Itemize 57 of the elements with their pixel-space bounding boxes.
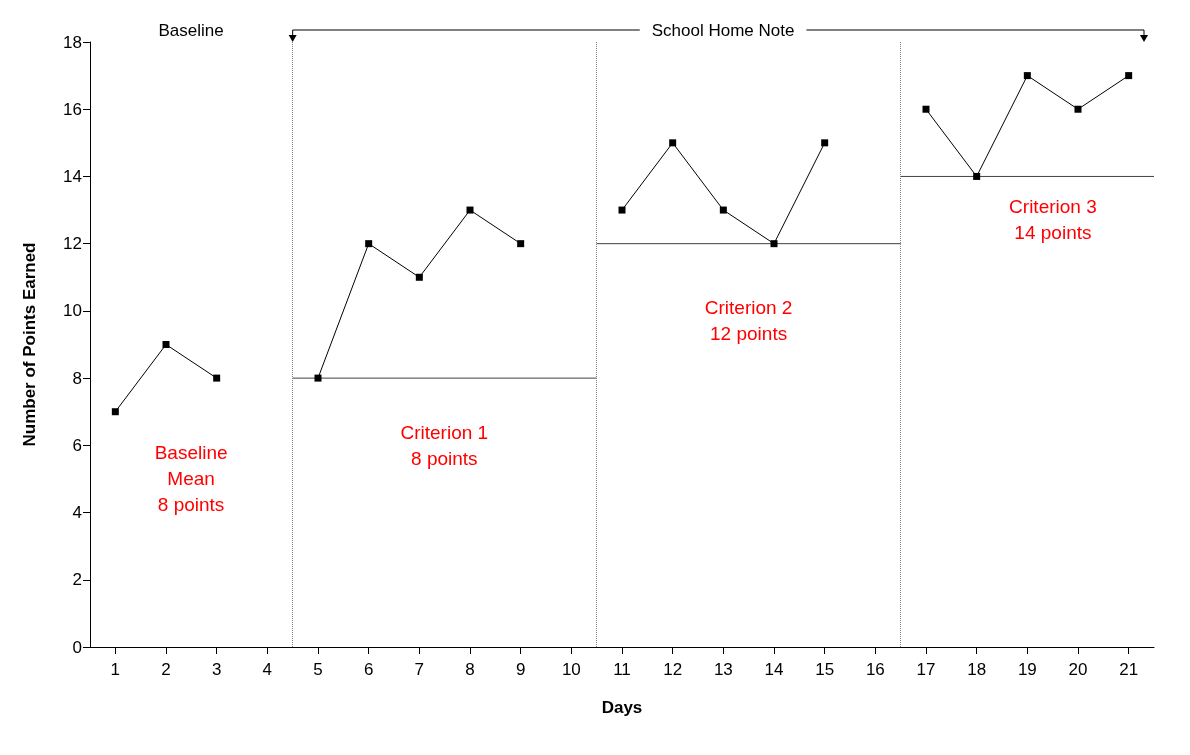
y-axis-title: Number of Points Earned: [20, 242, 39, 447]
x-tick-label: 3: [211, 660, 222, 679]
x-axis-title: Days: [601, 698, 643, 717]
y-tick-label: 6: [72, 435, 82, 455]
x-tick-label: 1: [110, 660, 121, 679]
x-tick-label: 4: [262, 660, 273, 679]
point: [821, 139, 829, 147]
y-tick-label: 2: [72, 570, 82, 590]
y-tick-label: 4: [72, 503, 82, 523]
annotation: Criterion 1 8 points: [400, 422, 489, 470]
point: [111, 408, 119, 416]
y-tick-label: 8: [72, 368, 82, 388]
point: [973, 172, 981, 180]
x-tick-label: 6: [363, 660, 374, 679]
x-tick-label: 18: [967, 660, 987, 679]
y-tick-label: 18: [63, 32, 82, 52]
x-tick-label: 9: [515, 660, 526, 679]
text: Baseline: [158, 20, 224, 40]
point: [365, 240, 373, 248]
annotation: Baseline Mean 8 points: [154, 442, 228, 516]
point: [1023, 72, 1031, 80]
x-tick-label: 21: [1119, 660, 1139, 679]
point: [213, 374, 221, 382]
point: [162, 341, 170, 348]
y-tick-label: 14: [63, 166, 82, 186]
point: [618, 206, 626, 214]
point: [719, 206, 727, 214]
x-tick-label: 19: [1017, 660, 1037, 679]
text: School Home Note: [651, 20, 795, 40]
point: [466, 206, 474, 214]
x-tick-label: 13: [713, 660, 733, 679]
point: [1125, 72, 1133, 80]
y-tick-label: 10: [63, 301, 82, 321]
annotation: Criterion 2 12 points: [704, 297, 793, 345]
y-tick-label: 16: [63, 99, 82, 119]
y-tick-label: 0: [72, 637, 82, 657]
point: [669, 139, 677, 147]
x-tick-label: 2: [161, 660, 171, 679]
y-tick-label: 12: [63, 234, 82, 254]
point: [770, 240, 778, 248]
x-tick-label: 15: [815, 660, 835, 679]
x-tick-label: 7: [414, 660, 425, 679]
annotation: Criterion 3 14 points: [1009, 196, 1097, 244]
point: [517, 240, 525, 248]
x-tick-label: 10: [561, 660, 581, 679]
x-tick-label: 5: [313, 660, 323, 679]
x-tick-label: 14: [764, 660, 784, 679]
x-tick-label: 17: [916, 660, 936, 679]
x-tick-label: 16: [865, 660, 885, 679]
point: [922, 105, 930, 113]
point: [415, 273, 423, 281]
x-tick-label: 8: [465, 660, 475, 679]
x-tick-label: 12: [663, 660, 683, 679]
point: [1074, 105, 1082, 113]
x-tick-label: 20: [1068, 660, 1088, 679]
x-tick-label: 11: [613, 660, 631, 679]
point: [314, 374, 322, 382]
